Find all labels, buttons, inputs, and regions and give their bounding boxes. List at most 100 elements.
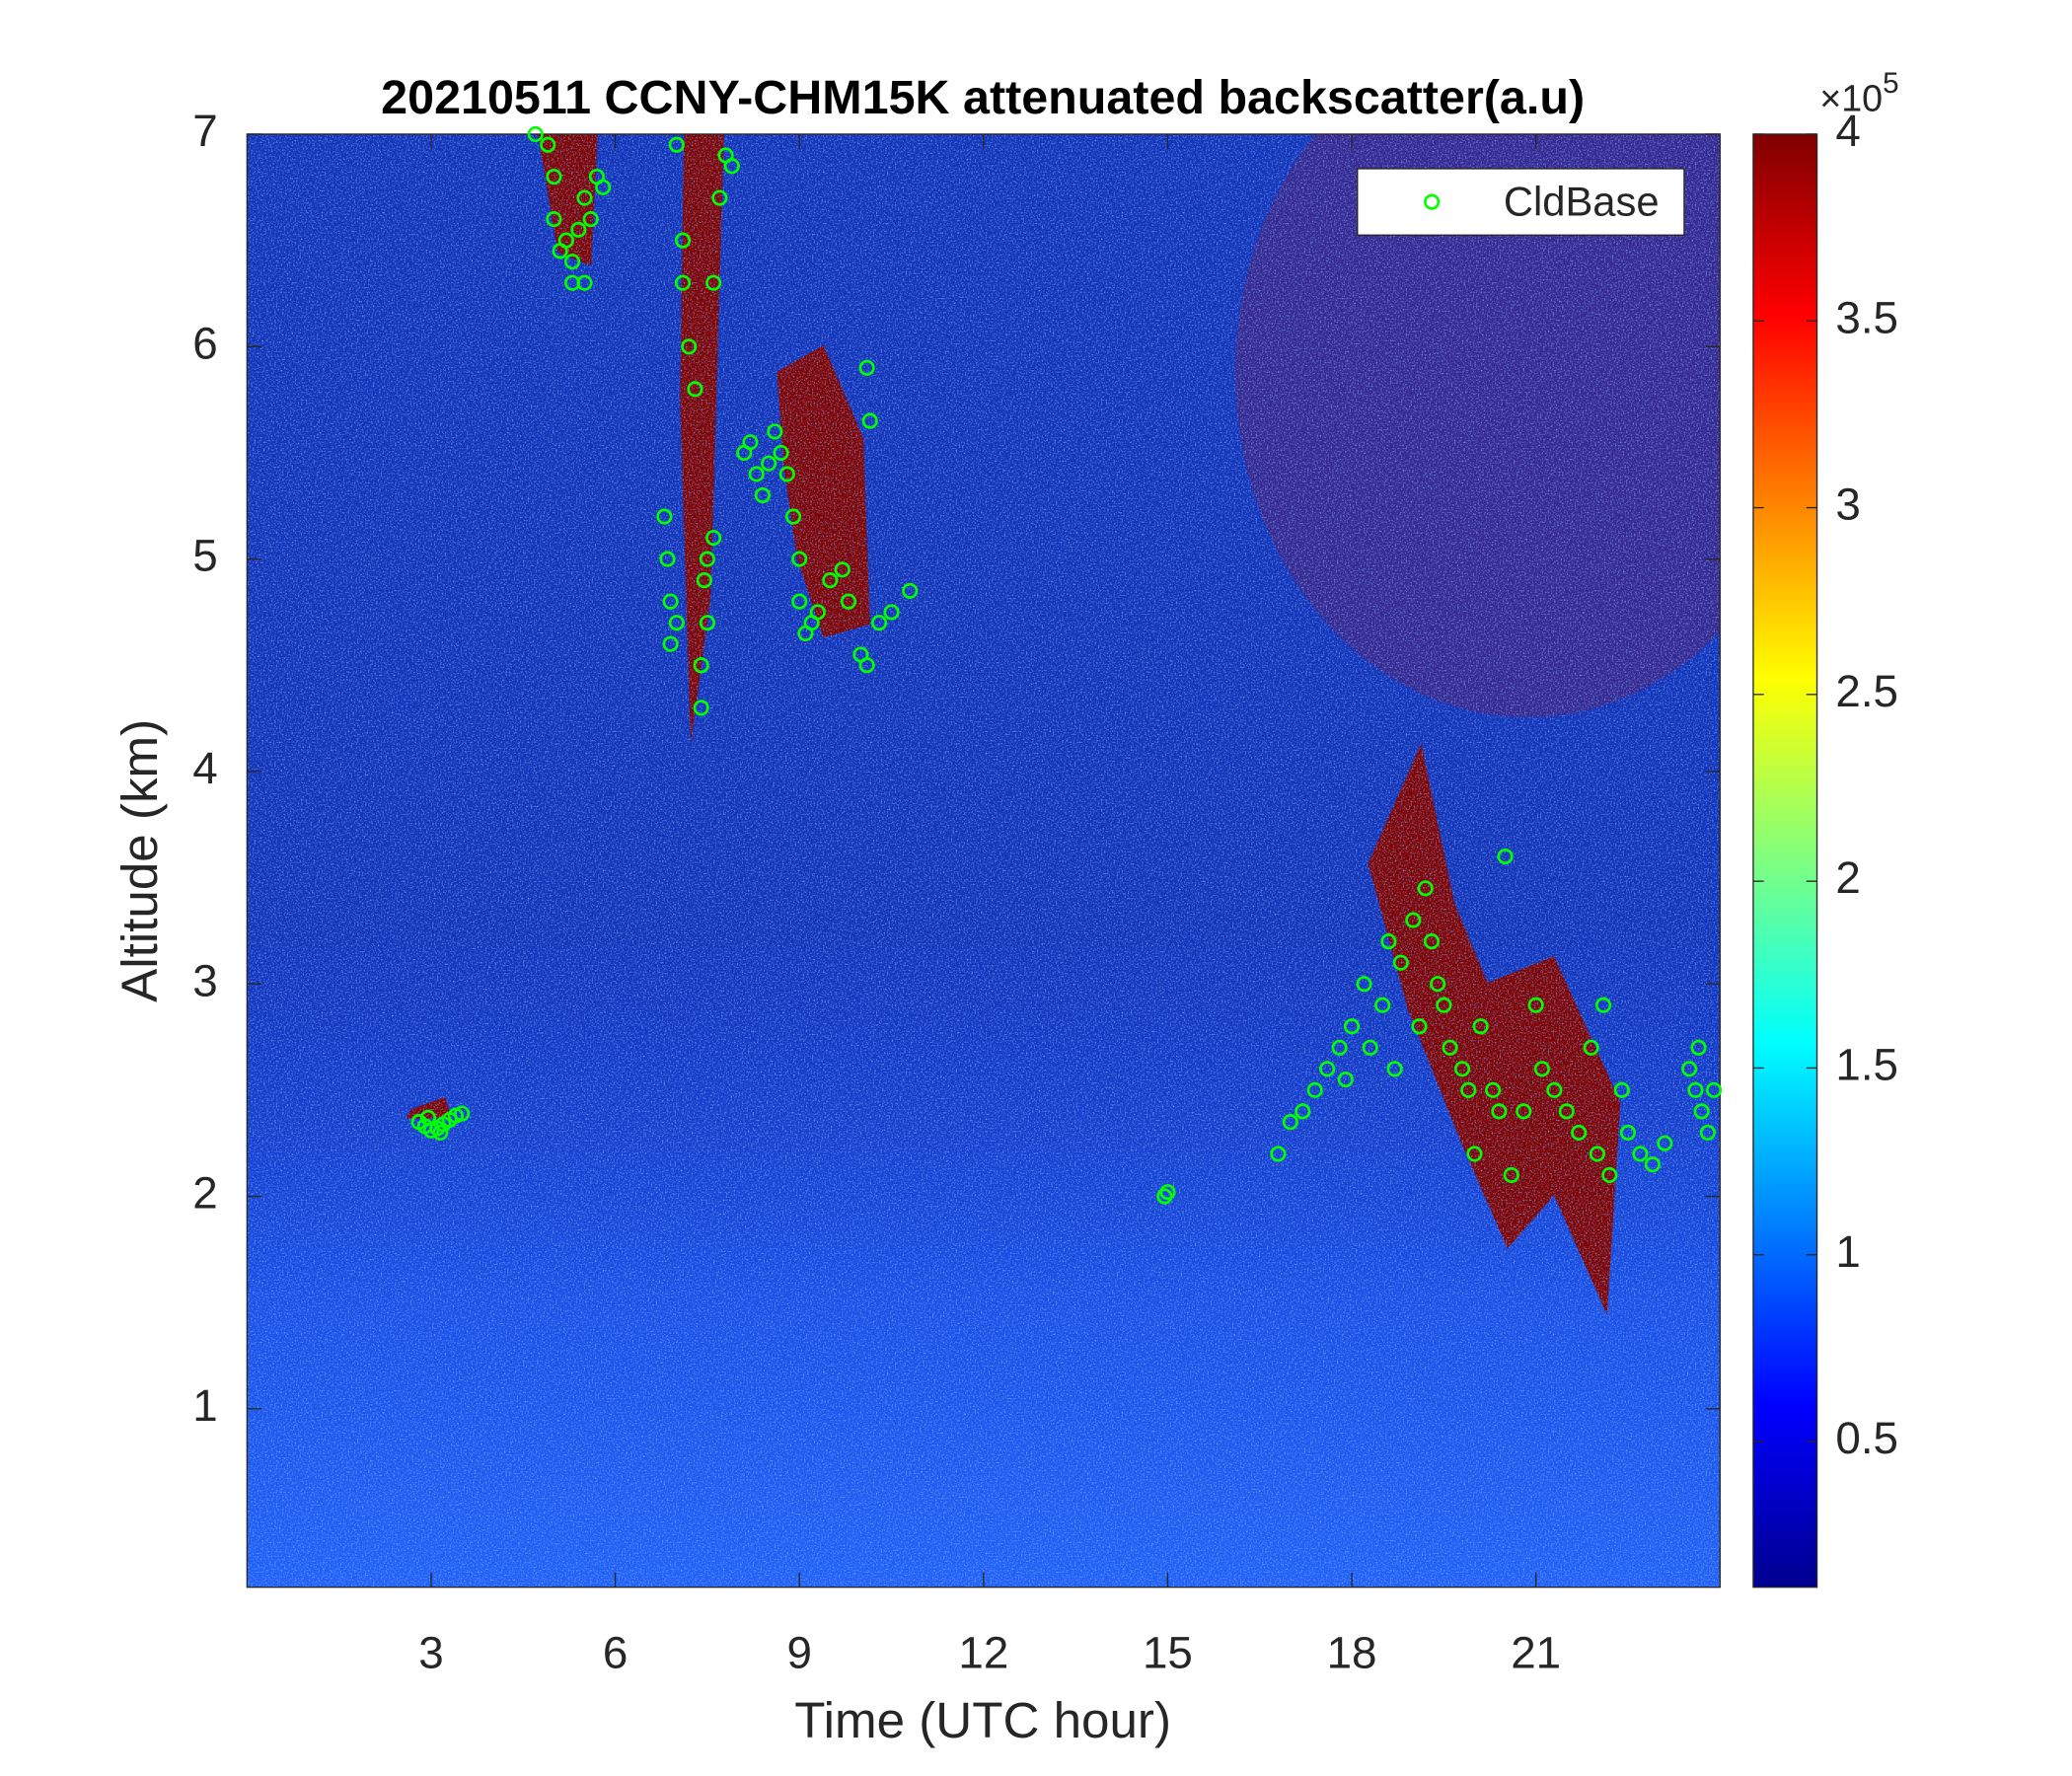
cloud-base-point (1497, 848, 1514, 865)
cloud-base-point (1374, 997, 1391, 1013)
cloud-base-point (840, 593, 857, 610)
y-tick-label: 5 (192, 531, 217, 581)
y-tick-label: 3 (192, 955, 217, 1005)
x-tick-label: 9 (786, 1628, 811, 1678)
cloud-base-point (858, 657, 875, 674)
cloud-base-point (563, 254, 581, 270)
cloud-base-point (1589, 1146, 1605, 1162)
cloud-base-point (1613, 1081, 1630, 1098)
cloud-base-point (656, 508, 673, 525)
cloud-base-point (576, 274, 593, 291)
cloud-base-point (1558, 1103, 1575, 1120)
cloud-base-point (582, 211, 599, 228)
cloud-base-point (1533, 1061, 1550, 1077)
cloud-base-point (767, 423, 783, 440)
cloud-base-point (668, 615, 685, 631)
cloud-base-point (1632, 1146, 1649, 1162)
cloud-base-point (1159, 1184, 1176, 1201)
cloud-base-point (705, 274, 722, 291)
y-tick-label: 2 (192, 1168, 217, 1219)
colorbar-tick-label: 3 (1835, 480, 1860, 530)
colorbar-tick-label: 0.5 (1835, 1413, 1898, 1463)
cloud-base-point (546, 211, 562, 228)
cloud-base-point (432, 1124, 449, 1141)
legend-label: CldBase (1504, 178, 1660, 224)
cloud-base-point (696, 572, 712, 589)
cloud-base-point (1705, 1081, 1723, 1098)
cloud-base-point (1436, 997, 1452, 1013)
legend-marker (1424, 193, 1441, 210)
cloud-base-point (1571, 1124, 1588, 1141)
cloud-base-point (546, 168, 562, 185)
cloud-base-point (1546, 1081, 1563, 1098)
cloud-base-point (1270, 1146, 1287, 1162)
cloud-base-point (784, 508, 802, 525)
cloud-base-point (1356, 976, 1372, 993)
cloud-base-point (1460, 1081, 1477, 1098)
y-axis-label: Altitude (km) (111, 719, 168, 1002)
legend: CldBase (1357, 168, 1685, 236)
cloud-base-point (1306, 1081, 1323, 1098)
cloud-base-point (699, 551, 715, 567)
y-tick-label: 1 (192, 1380, 217, 1431)
cloud-base-point (742, 434, 759, 451)
cloud-base-point (557, 232, 574, 249)
cloud-base-point (1690, 1039, 1707, 1056)
cloud-base-point (883, 604, 900, 621)
cloud-base-point (1527, 997, 1544, 1013)
colorbar-tick-label: 1 (1835, 1226, 1860, 1277)
colorbar (1752, 133, 1818, 1589)
cloud-base-point (1423, 933, 1440, 950)
cloud-base-point (1386, 1061, 1403, 1077)
cloud-base-point (858, 359, 875, 376)
cloud-base-point (1466, 1146, 1483, 1162)
cloud-base-point (1583, 1039, 1599, 1056)
chart-title: 20210511 CCNY-CHM15K attenuated backscat… (381, 71, 1585, 124)
cloud-base-point (1485, 1081, 1502, 1098)
cloud-base-point (761, 455, 777, 472)
cloud-base-point (723, 158, 740, 175)
cloud-base-point (1687, 1081, 1704, 1098)
cloud-base-point (861, 412, 878, 429)
x-tick-label: 3 (418, 1628, 443, 1678)
x-tick-label: 15 (1143, 1628, 1193, 1678)
cloud-base-point (1657, 1135, 1673, 1151)
x-tick-label: 18 (1327, 1628, 1377, 1678)
cloud-base-point (1503, 1166, 1519, 1184)
cloud-base-point (1411, 1018, 1428, 1035)
marks (410, 125, 1723, 1205)
cloud-base-point (527, 125, 544, 143)
cloud-base-point (705, 529, 722, 547)
cloud-base-point (1472, 1018, 1489, 1035)
cloud-base-point (754, 486, 771, 504)
cloud-base-point (834, 561, 851, 578)
cloud-base-point (687, 381, 703, 398)
cloud-base-point (1282, 1114, 1298, 1131)
cloud-base-point (791, 551, 808, 567)
y-tick-label: 4 (192, 743, 217, 793)
colorbar-tick-label: 2 (1835, 852, 1860, 903)
cloud-base-point (1337, 1071, 1354, 1088)
cloud-base-point (419, 1109, 436, 1126)
cloud-base-point (1619, 1124, 1637, 1141)
colorbar-tick-label: 2.5 (1835, 666, 1898, 716)
cloud-base-point (1343, 1018, 1361, 1035)
cloud-base-point (1491, 1103, 1508, 1120)
colorbar-multiplier: ×105 (1819, 67, 1898, 118)
cloud-base-point (773, 444, 789, 461)
cloud-base-point (871, 615, 888, 631)
colorbar-tick-label: 4 (1835, 106, 1860, 156)
cloud-base-point (693, 657, 709, 674)
cloud-base-point (662, 635, 679, 652)
image-noise (247, 133, 1721, 1588)
cloud-base-point (1417, 880, 1434, 897)
cloud-base-point (1699, 1124, 1716, 1141)
cloud-base-point (748, 466, 765, 482)
cloud-base-point (778, 466, 795, 482)
cloud-base-point (1681, 1061, 1698, 1077)
cloud-base-point (1319, 1061, 1336, 1077)
cloud-base-point (1392, 954, 1409, 971)
cloud-base-point (570, 221, 587, 238)
cloud-base-point (1442, 1039, 1458, 1056)
cloud-base-point (454, 1105, 471, 1122)
